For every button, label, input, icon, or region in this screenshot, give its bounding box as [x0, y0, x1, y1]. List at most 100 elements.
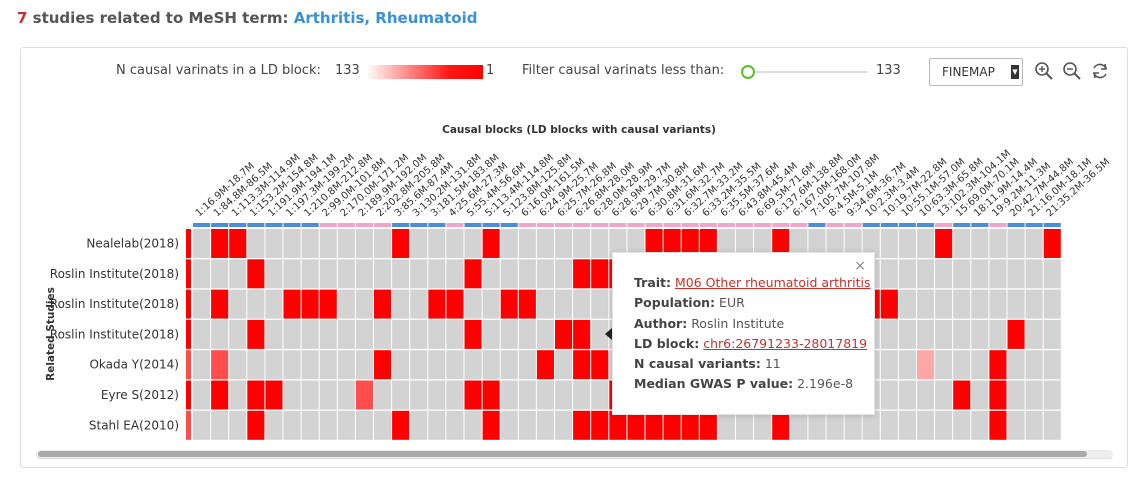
heatmap-cell[interactable] [917, 289, 935, 319]
heatmap-cell[interactable] [211, 259, 229, 289]
heatmap-cell[interactable] [446, 259, 464, 289]
heatmap-cell[interactable] [500, 319, 518, 349]
heatmap-cell[interactable] [265, 350, 283, 380]
heatmap-cell[interactable] [392, 410, 410, 440]
heatmap-cell[interactable] [500, 289, 518, 319]
tooltip-trait-link[interactable]: M06 Other rheumatoid arthritis [675, 275, 871, 290]
heatmap-cell[interactable] [428, 229, 446, 258]
heatmap-cell[interactable] [536, 319, 554, 349]
mesh-term-link[interactable]: Arthritis, Rheumatoid [293, 9, 478, 27]
heatmap-cell[interactable] [591, 229, 609, 258]
heatmap-cell[interactable] [464, 259, 482, 289]
heatmap-cell[interactable] [717, 229, 735, 258]
heatmap-cell[interactable] [880, 289, 898, 319]
heatmap-cell[interactable] [645, 229, 663, 258]
heatmap-cell[interactable] [518, 259, 536, 289]
heatmap-cell[interactable] [971, 259, 989, 289]
heatmap-cell[interactable] [917, 380, 935, 410]
heatmap-cell[interactable] [790, 410, 808, 440]
heatmap-cell[interactable] [573, 380, 591, 410]
filter-slider-track[interactable] [747, 71, 867, 73]
heatmap-cell[interactable] [193, 289, 211, 319]
heatmap-cell[interactable] [464, 380, 482, 410]
heatmap-cell[interactable] [464, 289, 482, 319]
heatmap-cell[interactable] [627, 229, 645, 258]
heatmap-cell[interactable] [193, 380, 211, 410]
heatmap-cell[interactable] [319, 259, 337, 289]
heatmap-cell[interactable] [247, 289, 265, 319]
heatmap-cell[interactable] [989, 289, 1007, 319]
heatmap-cell[interactable] [392, 380, 410, 410]
heatmap-cell[interactable] [1025, 380, 1043, 410]
heatmap-cell[interactable] [337, 289, 355, 319]
heatmap-cell[interactable] [898, 259, 916, 289]
heatmap-cell[interactable] [265, 319, 283, 349]
heatmap-cell[interactable] [1007, 350, 1025, 380]
refresh-icon[interactable] [1090, 61, 1110, 81]
heatmap-cell[interactable] [319, 380, 337, 410]
heatmap-cell[interactable] [410, 289, 428, 319]
heatmap-cell[interactable] [754, 229, 772, 258]
heatmap-cell[interactable] [193, 410, 211, 440]
heatmap-cell[interactable] [247, 380, 265, 410]
heatmap-cell[interactable] [772, 410, 790, 440]
heatmap-cell[interactable] [337, 380, 355, 410]
heatmap-cell[interactable] [229, 380, 247, 410]
heatmap-cell[interactable] [591, 289, 609, 319]
heatmap-cell[interactable] [500, 259, 518, 289]
heatmap-cell[interactable] [536, 410, 554, 440]
heatmap-cell[interactable] [283, 410, 301, 440]
heatmap-cell[interactable] [555, 289, 573, 319]
heatmap-cell[interactable] [609, 410, 627, 440]
heatmap-cell[interactable] [518, 229, 536, 258]
heatmap-cell[interactable] [392, 350, 410, 380]
horizontal-scrollbar[interactable] [36, 450, 1113, 459]
heatmap-cell[interactable] [337, 319, 355, 349]
heatmap-cell[interactable] [229, 319, 247, 349]
heatmap-cell[interactable] [355, 319, 373, 349]
heatmap-cell[interactable] [283, 380, 301, 410]
heatmap-cell[interactable] [1025, 289, 1043, 319]
heatmap-cell[interactable] [392, 319, 410, 349]
heatmap-cell[interactable] [229, 350, 247, 380]
heatmap-cell[interactable] [283, 289, 301, 319]
heatmap-cell[interactable] [482, 319, 500, 349]
heatmap-cell[interactable] [500, 350, 518, 380]
heatmap-cell[interactable] [500, 229, 518, 258]
heatmap-cell[interactable] [536, 289, 554, 319]
heatmap-cell[interactable] [1043, 380, 1061, 410]
heatmap-cell[interactable] [428, 410, 446, 440]
heatmap-cell[interactable] [301, 410, 319, 440]
heatmap-cell[interactable] [193, 229, 211, 258]
heatmap-cell[interactable] [464, 350, 482, 380]
heatmap-cell[interactable] [591, 410, 609, 440]
heatmap-cell[interactable] [265, 380, 283, 410]
heatmap-cell[interactable] [935, 259, 953, 289]
heatmap-cell[interactable] [211, 289, 229, 319]
heatmap-cell[interactable] [283, 350, 301, 380]
heatmap-cell[interactable] [989, 410, 1007, 440]
heatmap-cell[interactable] [989, 350, 1007, 380]
heatmap-cell[interactable] [1007, 259, 1025, 289]
heatmap-cell[interactable] [555, 380, 573, 410]
heatmap-cell[interactable] [953, 319, 971, 349]
heatmap-cell[interactable] [808, 410, 826, 440]
heatmap-cell[interactable] [573, 229, 591, 258]
heatmap-cell[interactable] [953, 229, 971, 258]
heatmap-cell[interactable] [355, 229, 373, 258]
heatmap-cell[interactable] [935, 229, 953, 258]
heatmap-cell[interactable] [645, 410, 663, 440]
heatmap-cell[interactable] [446, 380, 464, 410]
heatmap-cell[interactable] [917, 319, 935, 349]
heatmap-cell[interactable] [410, 380, 428, 410]
heatmap-cell[interactable] [211, 319, 229, 349]
heatmap-cell[interactable] [301, 319, 319, 349]
heatmap-cell[interactable] [917, 229, 935, 258]
heatmap-cell[interactable] [1043, 229, 1061, 258]
heatmap-cell[interactable] [392, 289, 410, 319]
heatmap-cell[interactable] [898, 410, 916, 440]
heatmap-cell[interactable] [681, 410, 699, 440]
heatmap-cell[interactable] [500, 410, 518, 440]
heatmap-cell[interactable] [446, 319, 464, 349]
heatmap-cell[interactable] [1025, 350, 1043, 380]
